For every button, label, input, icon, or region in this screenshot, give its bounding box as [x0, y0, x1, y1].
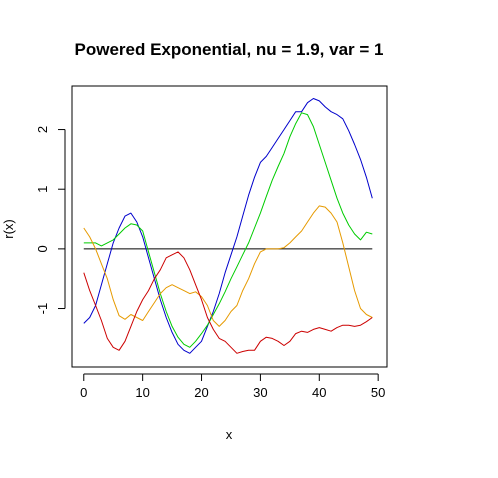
series-line-orange	[83, 205, 373, 327]
chart-marks: 0 10 20 30 40 50 -1 0 1 2	[35, 98, 385, 400]
x-tick-label-10: 10	[135, 385, 149, 400]
series-line-red	[83, 251, 373, 354]
x-axis-label: x	[226, 427, 233, 442]
series-line-blue	[83, 98, 373, 354]
x-tick-label-0: 0	[80, 385, 87, 400]
y-tick-label--1: -1	[35, 303, 50, 315]
x-tick-label-40: 40	[312, 385, 326, 400]
series-line-green	[83, 112, 373, 348]
x-tick-label-20: 20	[194, 385, 208, 400]
plot-area-frame	[71, 85, 388, 368]
y-axis-label: r(x)	[1, 219, 16, 239]
y-tick-label-1: 1	[35, 186, 50, 193]
chart-title: Powered Exponential, nu = 1.9, var = 1	[75, 40, 384, 59]
y-tick-label-0: 0	[35, 245, 50, 252]
x-tick-label-30: 30	[253, 385, 267, 400]
x-tick-label-50: 50	[371, 385, 385, 400]
y-tick-label-2: 2	[35, 126, 50, 133]
